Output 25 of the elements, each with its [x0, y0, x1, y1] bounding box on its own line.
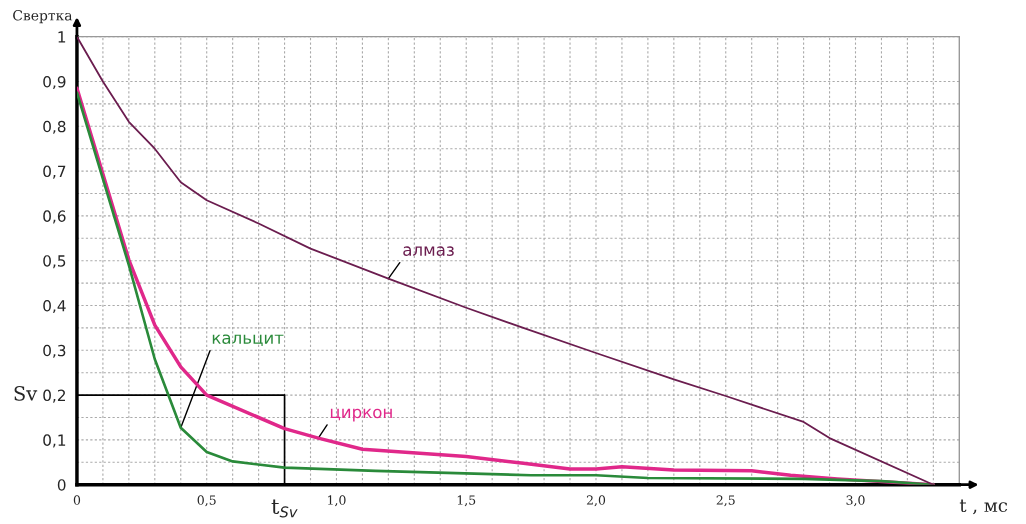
y-tick-label: 0,4 — [43, 299, 66, 314]
x-tick-label: 3,0 — [846, 495, 865, 507]
y-axis-title: Свертка — [13, 10, 73, 24]
ref-line-label: Sv — [14, 386, 38, 401]
ref-line-label: t$_{Sv}$ — [271, 499, 298, 518]
y-tick-label: 0,1 — [43, 434, 66, 448]
y-tick-label: 0,7 — [43, 165, 66, 179]
x-tick-label: 0,5 — [197, 495, 216, 507]
series-label: циркон — [330, 408, 392, 422]
x-tick-label: 0 — [73, 495, 81, 505]
y-tick-label: 0 — [57, 479, 66, 491]
text: кальцит — [212, 334, 284, 347]
series-label: алмаз — [403, 246, 454, 256]
y-tick-label: 0,3 — [43, 344, 66, 358]
y-tick-label: 1 — [58, 31, 66, 43]
x-axis-title: t , мс — [959, 499, 1008, 515]
y-tick-label: 0,5 — [43, 255, 66, 269]
x-tick-label: 1,0 — [328, 495, 346, 507]
x-tick-label: 2,0 — [586, 495, 606, 507]
x-tick-label: 1,5 — [457, 495, 476, 507]
y-tick-label: 0,2 — [43, 389, 65, 403]
y-tick-label: 0,6 — [43, 210, 66, 224]
y-tick-label: 0,8 — [43, 120, 66, 134]
x-tick-label: 2,5 — [716, 495, 735, 507]
y-tick-label: 0,9 — [43, 75, 66, 90]
